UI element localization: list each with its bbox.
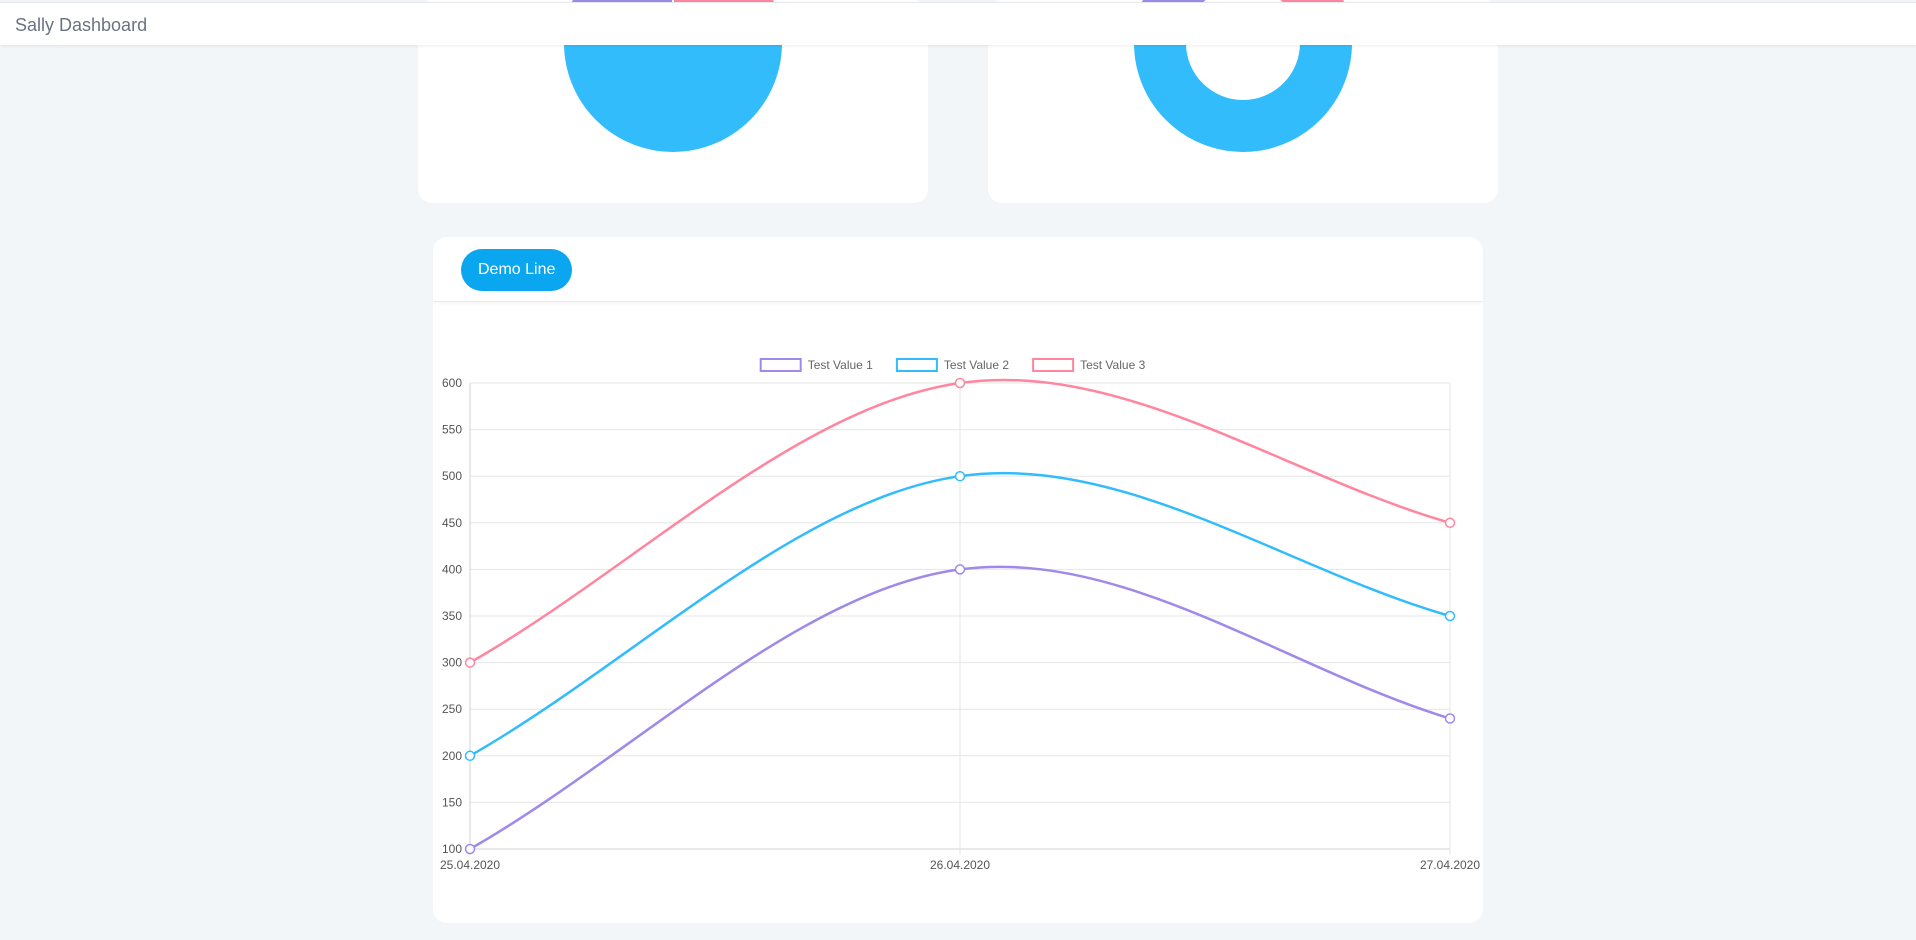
legend-item-2[interactable]: Test Value 2: [895, 358, 1009, 372]
y-tick-label: 450: [442, 516, 462, 530]
y-tick-label: 300: [442, 656, 462, 670]
y-axis: 600 550 500 450 400 350 300 250 200 150 100: [442, 376, 462, 856]
y-tick-label: 150: [442, 795, 462, 809]
x-axis: 25.04.2020 26.04.2020 27.04.2020: [440, 858, 1480, 872]
y-tick-label: 550: [442, 423, 462, 437]
legend-label: Test Value 1: [808, 358, 873, 372]
top-bar: Sally Dashboard: [0, 2, 1916, 45]
y-tick-label: 500: [442, 469, 462, 483]
x-tick-label: 27.04.2020: [1420, 858, 1480, 872]
legend-swatch: [759, 358, 802, 372]
legend-swatch: [895, 358, 938, 372]
pie-slice-blue[interactable]: [561, 42, 785, 154]
legend-swatch: [1032, 358, 1075, 372]
series-2-point-2[interactable]: [954, 470, 966, 482]
series-1-point-1[interactable]: [464, 843, 476, 855]
series-3-point-3[interactable]: [1444, 517, 1456, 529]
series-1-point-3[interactable]: [1444, 713, 1456, 724]
chart-grid: [469, 382, 1451, 855]
y-tick-label: 100: [442, 842, 462, 856]
y-tick-label: 200: [442, 749, 462, 763]
series-2-point-1[interactable]: [464, 750, 476, 762]
series-1-point-2[interactable]: [954, 564, 966, 575]
line-chart-card: Demo Line Test Value 1 Test Value 2 Test V…: [433, 237, 1483, 923]
demo-line-button[interactable]: Demo Line: [461, 249, 573, 291]
series-3-point-2[interactable]: [954, 377, 966, 389]
chart-legend: Test Value 1 Test Value 2 Test Value 3: [759, 358, 1146, 372]
card-header: Demo Line: [433, 237, 1483, 302]
y-tick-label: 400: [442, 562, 462, 576]
legend-label: Test Value 3: [1080, 358, 1145, 372]
x-tick-label: 26.04.2020: [930, 858, 990, 872]
x-tick-label: 25.04.2020: [440, 858, 500, 872]
chart-series: [464, 377, 1456, 855]
app-title: Sally Dashboard: [15, 15, 148, 35]
series-2-point-3[interactable]: [1444, 610, 1456, 622]
legend-item-1[interactable]: Test Value 1: [759, 358, 873, 372]
doughnut-slice-blue[interactable]: [1131, 42, 1355, 154]
y-tick-label: 350: [442, 609, 462, 623]
legend-item-3[interactable]: Test Value 3: [1032, 358, 1146, 372]
y-tick-label: 600: [442, 376, 462, 390]
line-chart: Test Value 1 Test Value 2 Test Value 3 600…: [440, 358, 1480, 872]
legend-label: Test Value 2: [944, 358, 1009, 372]
y-tick-label: 250: [442, 702, 462, 716]
series-3-point-1[interactable]: [464, 657, 476, 668]
